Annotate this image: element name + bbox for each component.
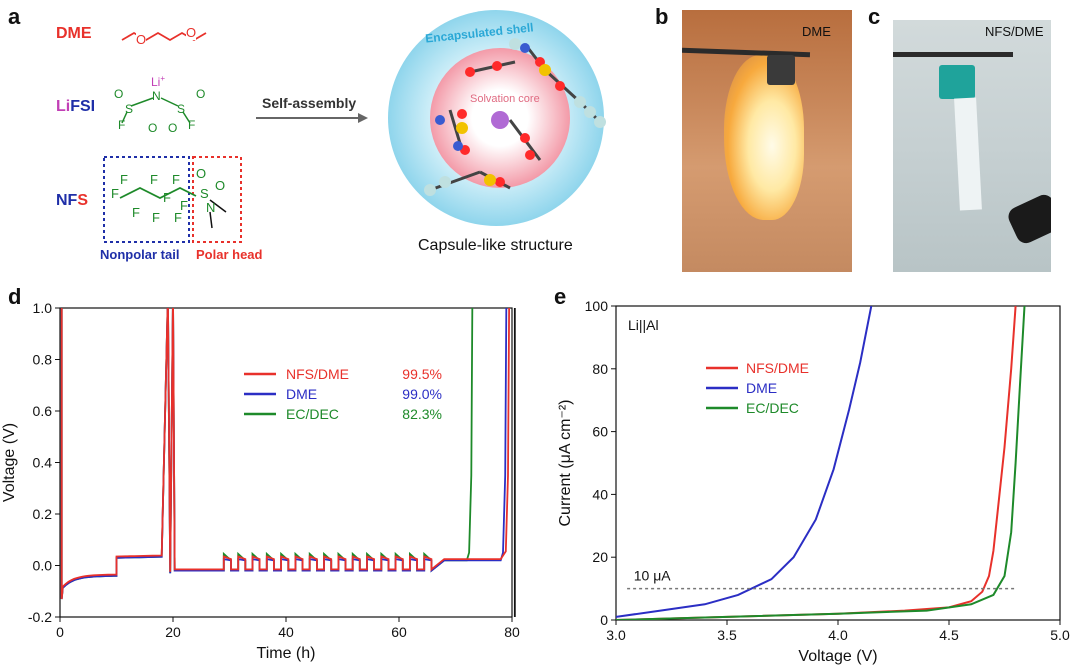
chart-d-xtick-label: 80	[504, 624, 520, 640]
chart-e-xtick-label: 4.5	[939, 627, 959, 643]
photo-c-label: NFS/DME	[985, 24, 1044, 39]
chart-e-legend-name: EC/DEC	[746, 400, 799, 416]
lifsi-li-text: Li	[151, 75, 161, 89]
chart-d-series-nfs-dme	[60, 308, 511, 600]
chart-e-xtick-label: 3.5	[717, 627, 737, 643]
lifsi-s-right: S	[177, 102, 186, 116]
chart-e-xlabel: Voltage (V)	[798, 648, 877, 665]
chart-e-legend-name: DME	[746, 380, 777, 396]
nfs-n: N	[206, 200, 216, 215]
lifsi-f-right: F	[188, 118, 196, 132]
chart-e-xtick-label: 4.0	[828, 627, 848, 643]
chart-d-legend-value: 99.5%	[402, 366, 442, 382]
nfs-f-3: F	[132, 205, 140, 220]
chart-e-series-dme	[616, 306, 873, 618]
chart-d-xlabel: Time (h)	[257, 645, 316, 662]
panel-label-b: b	[655, 4, 669, 29]
chart-e-legend-name: NFS/DME	[746, 360, 809, 376]
chart-d-ytick-label: 1.0	[33, 300, 53, 316]
photo-b: DME	[682, 10, 852, 272]
chart-e-threshold-label: 10 μA	[634, 568, 672, 584]
nfs-f-1: F	[111, 186, 119, 201]
chart-d-legend-name: NFS/DME	[286, 366, 349, 382]
chart-d-xtick-label: 60	[391, 624, 407, 640]
chart-d-legend-value: 99.0%	[402, 386, 442, 402]
chart-d-xtick-label: 20	[165, 624, 181, 640]
chart-d-ytick-label: 0.0	[33, 558, 53, 574]
nfs-f-6: F	[172, 172, 180, 187]
chart-d-ytick-label: 0.8	[33, 352, 53, 368]
panel-label-e: e	[554, 284, 567, 309]
dme-oxygen-1: O	[136, 32, 147, 47]
chart-d-legend-name: DME	[286, 386, 317, 402]
chart-d-ylabel: Voltage (V)	[1, 423, 18, 502]
self-assembly-label: Self-assembly	[262, 95, 357, 111]
photo-b-label: DME	[802, 24, 831, 39]
chart-e-ytick-label: 40	[592, 486, 608, 502]
chart-e-frame	[615, 305, 1061, 621]
nfs-f-2: F	[120, 172, 128, 187]
lifsi-li-plus: +	[160, 74, 166, 83]
chart-e-ytick-label: 20	[592, 549, 608, 565]
nfs-f-9: F	[163, 190, 171, 205]
chart-e-ytick-label: 100	[585, 298, 609, 314]
dme-oxygen-2: O	[186, 25, 197, 40]
chart-d-ytick-label: 0.4	[33, 455, 53, 471]
panel-label-c: c	[868, 4, 881, 29]
chart-d-ytick-label: 0.2	[33, 506, 53, 522]
chart-e-xtick-label: 5.0	[1050, 627, 1070, 643]
chart-e-annotation: Li||Al	[628, 317, 659, 333]
chart-e-xtick-label: 3.0	[606, 627, 626, 643]
panel-label-a: a	[8, 4, 21, 29]
nfs-f-5: F	[152, 210, 160, 225]
chart-e-ytick-label: 80	[592, 361, 608, 377]
chart-d-xtick-label: 0	[56, 624, 64, 640]
lifsi-f-left: F	[118, 118, 126, 132]
lifsi-o-2: O	[148, 121, 158, 135]
green-clip	[939, 65, 975, 99]
nfs-f-7: F	[174, 210, 182, 225]
core-label: Solvation core	[470, 93, 540, 105]
chart-e-series-ec-dec	[616, 306, 1026, 620]
chart-d-xtick-label: 40	[278, 624, 294, 640]
lifsi-label: LiFSI	[56, 98, 95, 116]
nfs-o-2: O	[215, 178, 226, 193]
rod	[893, 52, 1013, 57]
lifsi-n: N	[152, 89, 161, 103]
nonpolar-tail-label: Nonpolar tail	[100, 247, 180, 262]
chart-e-ytick-label: 0	[600, 612, 608, 628]
nfs-o-1: O	[196, 166, 207, 181]
chart-d-ytick-label: 0.6	[33, 403, 53, 419]
dme-label: DME	[56, 25, 92, 42]
polar-head-label: Polar head	[196, 247, 263, 262]
chart-d-ytick-label: -0.2	[28, 609, 52, 625]
nfs-label: NFS	[56, 192, 88, 210]
lifsi-s-left: S	[125, 102, 134, 116]
clip	[767, 55, 795, 85]
chart-e-series-nfs-dme	[616, 306, 1017, 620]
lifsi-label-fsi: FSI	[70, 98, 96, 115]
nfs-f-4: F	[150, 172, 158, 187]
nfs-label-s: S	[77, 192, 88, 209]
chart-e-ytick-label: 60	[592, 424, 608, 440]
photo-c: NFS/DME	[893, 20, 1051, 272]
panel-label-d: d	[8, 284, 22, 309]
chart-d-legend-value: 82.3%	[402, 406, 442, 422]
capsule-caption: Capsule-like structure	[418, 237, 573, 254]
lifsi-o-3: O	[168, 121, 178, 135]
lifsi-o-4: O	[196, 87, 206, 101]
chart-d-legend-name: EC/DEC	[286, 406, 339, 422]
nfs-label-nf: NF	[56, 192, 78, 209]
nfs-s: S	[200, 186, 209, 201]
lifsi-label-li: Li	[56, 98, 71, 115]
nfs-f-8: F	[180, 198, 188, 213]
lifsi-o-1: O	[114, 87, 124, 101]
chart-e-ylabel: Current (μA cm⁻²)	[557, 399, 574, 526]
lifsi-li-ion: Li+	[151, 74, 165, 89]
